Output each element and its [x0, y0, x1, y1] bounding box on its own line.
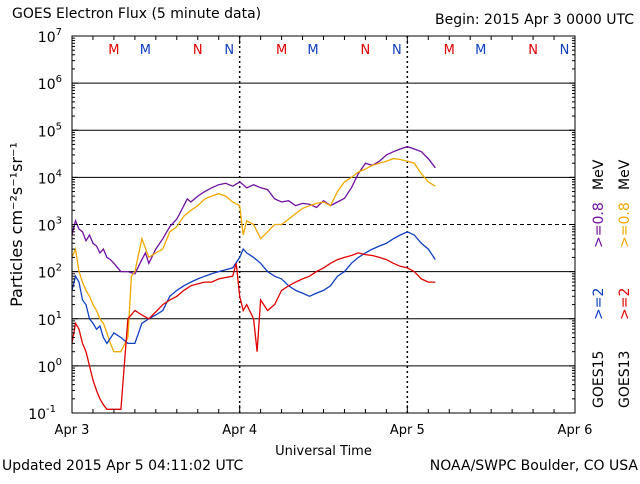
local-time-marker: N	[392, 43, 402, 58]
local-time-marker: M	[140, 43, 151, 58]
legend-satellite-goes15: GOES15	[591, 351, 607, 408]
data-series	[71, 145, 436, 410]
local-time-marker: M	[444, 43, 455, 58]
legend-satellite-goes13: GOES13	[617, 351, 633, 408]
series-line-blue	[71, 231, 436, 345]
local-time-marker: N	[361, 43, 371, 58]
y-axis-ticks: 10-1 100 101 102 103 104 105 106 107	[28, 27, 575, 423]
legend: GOES15 >=2 >=0.8 MeV GOES13 >=2 >=0.8 MeV	[591, 159, 633, 408]
local-time-marker: M	[475, 43, 486, 58]
y-tick-label: 104	[38, 168, 62, 187]
y-axis-label: Particles cm⁻²s⁻¹sr⁻¹	[7, 142, 26, 307]
x-axis-label: Universal Time	[275, 444, 372, 459]
local-time-marker: N	[560, 43, 570, 58]
legend-unit-mev: MeV	[591, 159, 607, 190]
local-time-marker: M	[108, 43, 119, 58]
x-tick-label: Apr 3	[55, 423, 90, 438]
y-tick-label: 103	[38, 216, 62, 235]
y-tick-label: 10-1	[28, 404, 56, 423]
y-tick-label: 101	[38, 310, 62, 329]
x-tick-label: Apr 6	[558, 423, 593, 438]
x-tick-label: Apr 5	[390, 423, 425, 438]
series-line-purple	[71, 145, 436, 275]
local-time-marker: M	[307, 43, 318, 58]
begin-time-label: Begin: 2015 Apr 3 0000 UTC	[435, 12, 634, 28]
y-tick-label: 102	[38, 263, 62, 282]
legend-label-ge08-goes15: >=0.8	[591, 202, 607, 248]
legend-label-ge2-goes13: >=2	[617, 288, 633, 320]
y-tick-label: 106	[38, 74, 62, 93]
source-credit: NOAA/SWPC Boulder, CO USA	[429, 458, 638, 474]
x-tick-label: Apr 4	[222, 423, 257, 438]
local-time-marker: N	[528, 43, 538, 58]
chart-title: GOES Electron Flux (5 minute data)	[12, 6, 262, 22]
series-line-orange	[71, 157, 436, 353]
legend-label-ge08-goes13: >=0.8	[617, 202, 633, 248]
grid-lines	[72, 82, 575, 367]
local-time-marker: N	[193, 43, 203, 58]
y-tick-label: 105	[38, 121, 62, 140]
updated-timestamp: Updated 2015 Apr 5 04:11:02 UTC	[2, 458, 244, 474]
local-time-marker: M	[276, 43, 287, 58]
series-line-red	[71, 252, 436, 410]
x-axis-ticks: Apr 3 Apr 4 Apr 5 Apr 6	[55, 36, 593, 438]
y-tick-label: 107	[38, 27, 62, 46]
y-tick-label: 100	[38, 357, 62, 376]
legend-unit-mev: MeV	[617, 159, 633, 190]
local-time-marker: N	[224, 43, 234, 58]
legend-label-ge2-goes15: >=2	[591, 288, 607, 320]
